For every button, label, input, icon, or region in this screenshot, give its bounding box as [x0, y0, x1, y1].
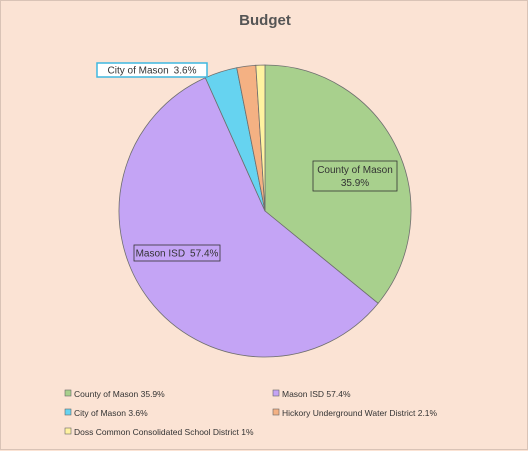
legend: County of Mason 35.9% Mason ISD 57.4% City…	[64, 389, 438, 437]
legend-swatch	[272, 389, 280, 397]
pie-slices	[118, 64, 412, 358]
legend-label: Hickory Underground Water District 2.1%	[282, 408, 438, 418]
legend-label: Doss Common Consolidated School District…	[74, 427, 254, 437]
legend-entry: County of Mason 35.9%	[64, 389, 165, 399]
pie-slice-doss-common-consolidated-school-district	[255, 64, 266, 212]
legend-entry: Hickory Underground Water District 2.1%	[272, 408, 438, 418]
data-label-value: 3.6%	[174, 66, 197, 77]
legend-label: City of Mason 3.6%	[74, 408, 148, 418]
data-label-county-of-mason: County of Mason 35.9%	[312, 160, 398, 192]
data-label-text: City of Mason 3.6%	[108, 66, 197, 77]
data-label-value: 57.4%	[190, 249, 218, 260]
data-label-name: Mason ISD	[136, 249, 185, 260]
legend-entry: Mason ISD 57.4%	[272, 389, 351, 399]
data-label-city-of-mason: City of Mason 3.6%	[96, 62, 208, 78]
pie-slice-mason-isd	[118, 77, 379, 358]
legend-label: County of Mason 35.9%	[74, 389, 165, 399]
data-label-mason-isd: Mason ISD 57.4%	[133, 244, 221, 262]
chart-title: Budget	[239, 12, 291, 29]
legend-swatch	[64, 389, 72, 397]
legend-swatch	[64, 408, 72, 416]
legend-label: Mason ISD 57.4%	[282, 389, 351, 399]
data-label-box	[133, 244, 221, 262]
data-label-name: City of Mason	[108, 66, 169, 77]
legend-entry: Doss Common Consolidated School District…	[64, 427, 254, 437]
legend-swatch	[272, 408, 280, 416]
legend-swatch	[64, 427, 72, 435]
slice-labels: County of Mason 35.9% Mason ISD 57.4% City o…	[96, 62, 398, 262]
data-label-text: Mason ISD 57.4%	[136, 249, 219, 260]
pie-slice-county-of-mason	[264, 64, 412, 304]
data-label-box	[312, 160, 398, 192]
legend-entry: City of Mason 3.6%	[64, 408, 148, 418]
data-label-name: County of Mason	[317, 165, 393, 176]
data-label-value: 35.9%	[341, 178, 369, 189]
data-label-box	[96, 62, 208, 78]
